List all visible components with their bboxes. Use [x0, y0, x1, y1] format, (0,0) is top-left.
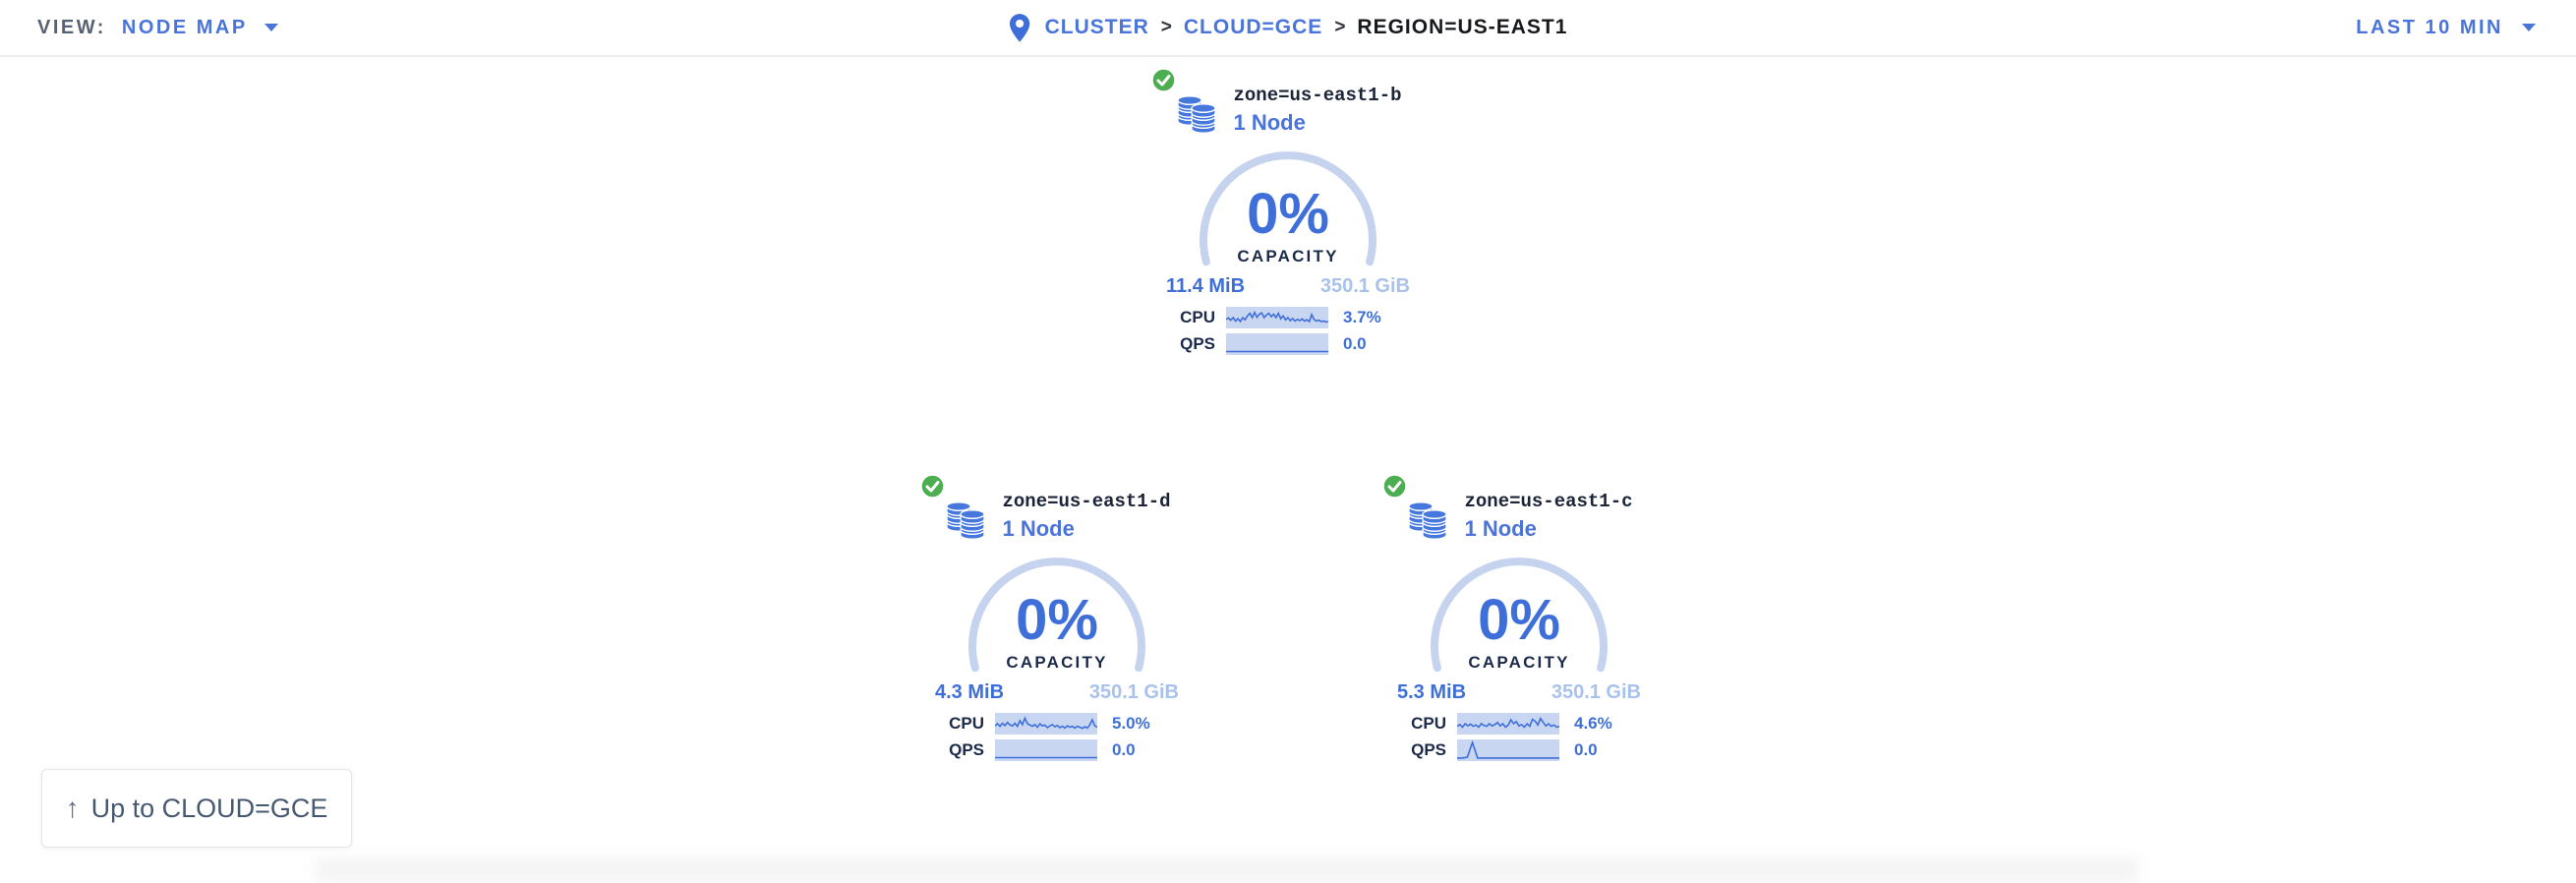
capacity-total-value: 350.1 GiB — [1319, 275, 1410, 297]
database-stack-icon — [1408, 501, 1448, 540]
cpu-sparkline — [1457, 713, 1559, 735]
breadcrumb-item-region-current: REGION=US-EAST1 — [1357, 16, 1568, 38]
node-count-link[interactable]: 1 Node — [1233, 110, 1306, 135]
capacity-total-value: 350.1 GiB — [1088, 681, 1179, 703]
cpu-metric-row: CPU 4.6% — [1401, 713, 1637, 735]
cpu-sparkline — [995, 713, 1097, 735]
node-card-titles: zone=us-east1-c 1 Node — [1464, 469, 1632, 543]
capacity-used-value: 11.4 MiB — [1166, 275, 1246, 297]
capacity-total-value: 350.1 GiB — [1551, 681, 1641, 703]
breadcrumb-item-cluster[interactable]: CLUSTER — [1044, 16, 1149, 38]
capacity-arc-icon — [968, 558, 1145, 673]
below-fold-shadow — [315, 857, 2138, 883]
node-card-titles: zone=us-east1-d 1 Node — [1002, 469, 1170, 543]
location-pin-icon — [1009, 13, 1030, 42]
qps-label: QPS — [1411, 740, 1446, 759]
cpu-metric-row: CPU 3.7% — [1170, 307, 1406, 328]
caret-down-icon — [263, 24, 278, 31]
zone-title: zone=us-east1-b — [1233, 85, 1402, 106]
view-selected-value: NODE MAP — [121, 16, 248, 38]
zone-title: zone=us-east1-c — [1464, 491, 1633, 512]
database-stack-icon — [1177, 95, 1217, 134]
capacity-label: CAPACITY — [1468, 653, 1570, 672]
time-range-selector[interactable]: LAST 10 MIN — [2356, 0, 2537, 55]
qps-metric-row: QPS 0.0 — [1401, 739, 1637, 761]
breadcrumb: CLUSTER > CLOUD=GCE > REGION=US-EAST1 — [1009, 0, 1568, 55]
node-group-icon — [919, 473, 988, 546]
up-button-label: Up to CLOUD=GCE — [90, 793, 328, 823]
breadcrumb-separator: > — [1334, 17, 1346, 37]
cpu-value: 5.0% — [1112, 714, 1150, 733]
status-healthy-icon — [1150, 67, 1178, 93]
qps-sparkline — [1226, 333, 1328, 355]
qps-sparkline — [1457, 739, 1559, 761]
qps-metric-row: QPS 0.0 — [1170, 333, 1406, 355]
view-selector[interactable]: VIEW: NODE MAP — [37, 0, 279, 55]
up-to-cloud-gce-button[interactable]: ↑ Up to CLOUD=GCE — [41, 769, 352, 848]
capacity-label: CAPACITY — [1006, 653, 1108, 672]
capacity-arc-icon — [1200, 151, 1376, 266]
breadcrumb-separator: > — [1160, 17, 1172, 37]
capacity-percentage: 0% — [1478, 588, 1560, 652]
time-range-value: LAST 10 MIN — [2356, 16, 2503, 38]
status-healthy-icon — [1381, 473, 1409, 500]
capacity-percentage: 0% — [1247, 182, 1329, 246]
node-card-header: zone=us-east1-d 1 Node — [880, 469, 1234, 548]
capacity-values-row: 4.3 MiB 350.1 GiB — [935, 681, 1179, 704]
capacity-gauge: 0% CAPACITY — [1421, 556, 1617, 703]
node-group-icon — [1150, 67, 1219, 140]
capacity-used-value: 5.3 MiB — [1397, 681, 1467, 703]
cpu-value: 3.7% — [1343, 308, 1381, 326]
node-group-icon — [1381, 473, 1450, 546]
capacity-percentage: 0% — [1016, 588, 1098, 652]
node-card-zone-us-east1-c[interactable]: zone=us-east1-c 1 Node 0% CAPACITY 5.3 M… — [1342, 469, 1696, 761]
capacity-label: CAPACITY — [1237, 247, 1339, 265]
cpu-sparkline — [1226, 307, 1328, 328]
capacity-gauge: 0% CAPACITY — [959, 556, 1155, 703]
breadcrumb-item-cloud[interactable]: CLOUD=GCE — [1183, 16, 1323, 38]
qps-value: 0.0 — [1343, 334, 1367, 353]
capacity-values-row: 11.4 MiB 350.1 GiB — [1166, 275, 1410, 298]
arrow-up-icon: ↑ — [65, 793, 80, 823]
node-count-link[interactable]: 1 Node — [1464, 516, 1537, 541]
node-card-titles: zone=us-east1-b 1 Node — [1233, 63, 1401, 137]
qps-value: 0.0 — [1574, 740, 1598, 759]
caret-down-icon — [2522, 24, 2536, 31]
database-stack-icon — [946, 501, 986, 540]
qps-label: QPS — [1180, 334, 1215, 353]
cpu-label: CPU — [1180, 308, 1215, 326]
node-card-zone-us-east1-d[interactable]: zone=us-east1-d 1 Node 0% CAPACITY 4.3 M… — [880, 469, 1234, 761]
zone-title: zone=us-east1-d — [1002, 491, 1171, 512]
node-card-header: zone=us-east1-c 1 Node — [1342, 469, 1696, 548]
node-card-header: zone=us-east1-b 1 Node — [1111, 63, 1465, 142]
node-count-link[interactable]: 1 Node — [1002, 516, 1075, 541]
cpu-label: CPU — [949, 714, 984, 733]
node-card-zone-us-east1-b[interactable]: zone=us-east1-b 1 Node 0% CAPACITY 11.4 … — [1111, 63, 1465, 355]
toolbar: VIEW: NODE MAP CLUSTER > CLOUD=GCE > REG… — [0, 0, 2576, 57]
cpu-value: 4.6% — [1574, 714, 1612, 733]
cpu-metric-row: CPU 5.0% — [939, 713, 1175, 735]
qps-metric-row: QPS 0.0 — [939, 739, 1175, 761]
capacity-arc-icon — [1431, 558, 1608, 673]
qps-value: 0.0 — [1112, 740, 1136, 759]
capacity-used-value: 4.3 MiB — [935, 681, 1005, 703]
qps-sparkline — [995, 739, 1097, 761]
status-healthy-icon — [919, 473, 947, 500]
cpu-label: CPU — [1411, 714, 1446, 733]
capacity-values-row: 5.3 MiB 350.1 GiB — [1397, 681, 1641, 704]
capacity-gauge: 0% CAPACITY — [1190, 149, 1386, 297]
view-label: VIEW: — [37, 16, 106, 38]
qps-label: QPS — [949, 740, 984, 759]
